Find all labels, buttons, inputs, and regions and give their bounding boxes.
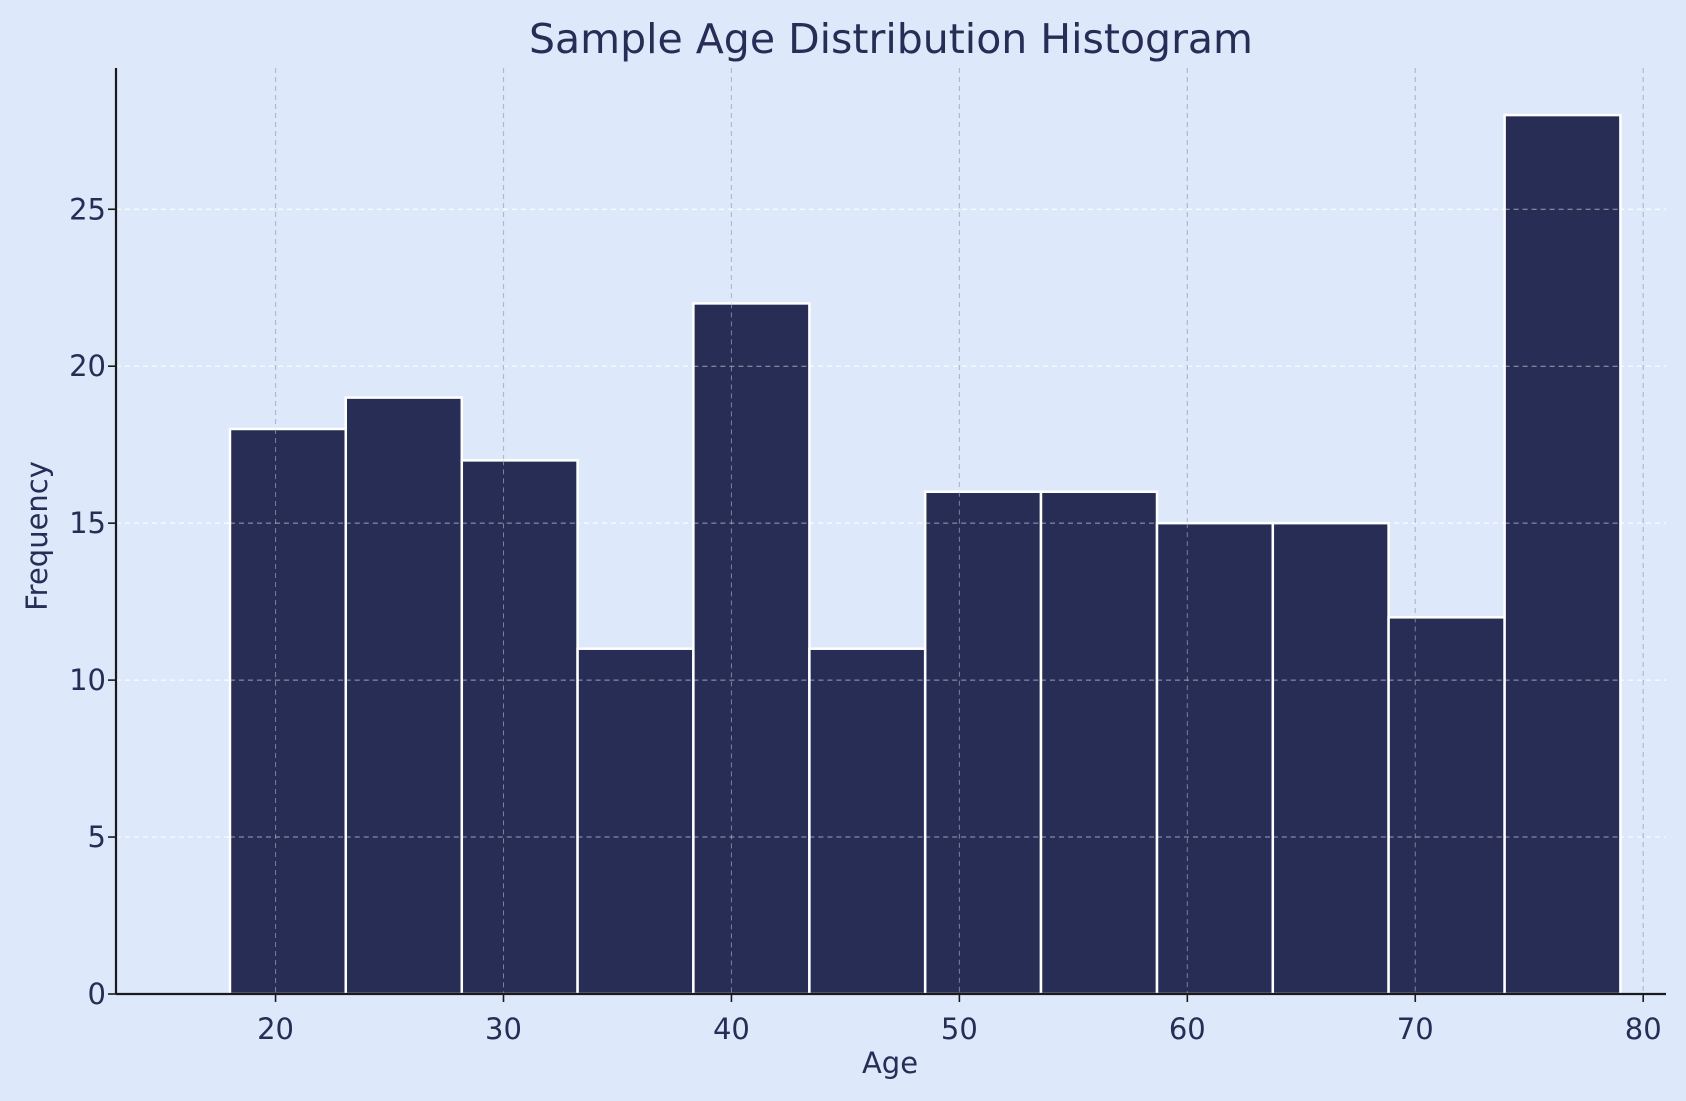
x-tick-label: 30	[485, 1012, 522, 1046]
y-tick-label: 25	[69, 192, 106, 226]
chart-title: Sample Age Distribution Histogram	[529, 15, 1253, 63]
axes	[108, 68, 1666, 1002]
histogram-bar	[228, 427, 348, 996]
histogram-bar	[1387, 616, 1506, 996]
x-axis-label: Age	[862, 1046, 918, 1080]
x-tick-label: 70	[1397, 1012, 1434, 1046]
histogram-bar	[1271, 521, 1390, 996]
histogram-bar	[808, 647, 927, 996]
y-tick-label: 0	[88, 977, 106, 1011]
histogram-bar	[576, 647, 695, 996]
x-tick-label: 20	[257, 1012, 294, 1046]
y-tick-label: 15	[69, 506, 106, 540]
histogram-bar	[460, 459, 579, 996]
histogram-bar	[692, 302, 811, 996]
x-tick-label: 40	[713, 1012, 750, 1046]
histogram-bar	[1039, 490, 1159, 996]
histogram-bar	[1503, 113, 1622, 996]
x-tick-label: 50	[941, 1012, 978, 1046]
x-tick-label: 80	[1625, 1012, 1662, 1046]
y-tick-label: 5	[88, 820, 106, 854]
y-tick-label: 20	[69, 349, 106, 383]
tick-labels: 20 30 40 50 60 70 80 0 5 10 15 20 25	[69, 192, 1662, 1046]
y-axis-label: Frequency	[20, 461, 54, 611]
histogram-bar	[923, 490, 1043, 996]
histogram-bar	[344, 396, 464, 996]
histogram-bars	[228, 113, 1622, 996]
x-tick-label: 60	[1169, 1012, 1206, 1046]
y-tick-label: 10	[69, 663, 106, 697]
histogram-bar	[1155, 521, 1275, 996]
